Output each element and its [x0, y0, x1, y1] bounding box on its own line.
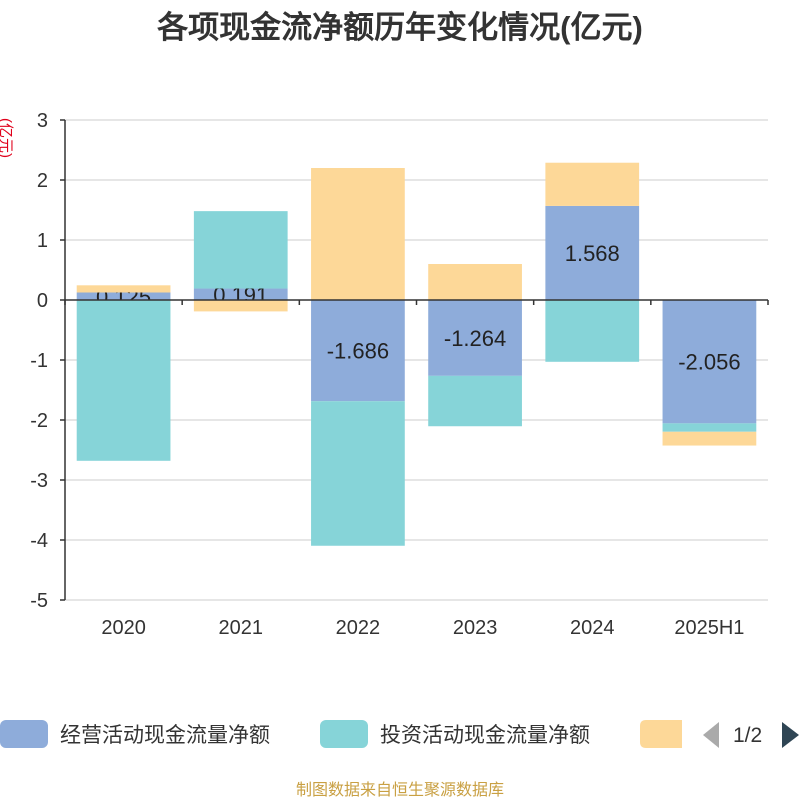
bar-series-1-2020: [76, 292, 171, 300]
bar-series-2-2025H1: [662, 423, 757, 432]
source-footer: 制图数据来自恒生聚源数据库: [296, 781, 504, 799]
y-tick-label: -1: [30, 350, 48, 372]
y-tick-label: 2: [37, 170, 48, 192]
data-label-2025H1: -2.056: [678, 350, 740, 375]
x-tick-label: 2020: [101, 617, 146, 639]
chart-title: 各项现金流净额历年变化情况(亿元): [156, 10, 643, 45]
y-tick-label: -5: [30, 590, 48, 612]
axes: 3 2 1 0 -1 -2 -3 -4 -5 2020 2021 2022 2023 2024 2025H1: [30, 110, 769, 639]
y-tick-label: -2: [30, 410, 48, 432]
bar-series-1-2024: [545, 205, 640, 300]
legend-swatch: [320, 720, 368, 748]
data-label-2024: 1.568: [565, 241, 620, 266]
x-tick-label: 2023: [453, 617, 498, 639]
triangle-left-icon[interactable]: [703, 722, 719, 748]
bar-series-2-2022: [311, 401, 405, 546]
y-tick-label: 1: [37, 230, 48, 252]
legend-label: 经营活动现金流量净额: [60, 724, 270, 747]
bar-series-1-2023: [428, 300, 522, 376]
x-tick-label: 2025H1: [674, 617, 744, 639]
y-axis-title: (亿元): [0, 118, 14, 158]
x-tick-label: 2021: [219, 617, 264, 639]
legend-item-series-3[interactable]: [640, 720, 682, 748]
y-tick-label: 3: [37, 110, 48, 132]
bar-series-2-2024: [545, 300, 640, 362]
y-tick-label: -3: [30, 470, 48, 492]
bar-series-3-2025H1: [662, 431, 757, 446]
bar-series-3-2023: [428, 264, 522, 300]
bar-series-1-2022: [311, 300, 405, 402]
legend-label: 投资活动现金流量净额: [380, 724, 590, 747]
bar-series-1-2025H1: [662, 300, 757, 424]
y-tick-label: 0: [37, 290, 48, 312]
triangle-right-icon[interactable]: [782, 722, 799, 748]
legend: 经营活动现金流量净额 投资活动现金流量净额 1/2: [0, 720, 799, 748]
legend-swatch: [640, 720, 682, 748]
x-tick-label: 2022: [336, 617, 381, 639]
bar-series-3-2020: [76, 285, 171, 293]
data-label-2023: -1.264: [444, 326, 506, 351]
legend-swatch: [0, 720, 48, 748]
bar-series-2-2020: [76, 300, 171, 461]
legend-item-investing-cash-flow[interactable]: 投资活动现金流量净额: [320, 720, 590, 748]
y-tick-label: -4: [30, 530, 48, 552]
legend-page-indicator: 1/2: [733, 724, 762, 747]
bar-series-3-2021: [193, 300, 288, 312]
bar-series-2-2023: [428, 375, 522, 427]
bar-series-3-2024: [545, 162, 640, 206]
bar-series-2-2021: [193, 211, 288, 289]
x-tick-label: 2024: [570, 617, 615, 639]
bar-series-3-2022: [311, 168, 405, 300]
bar-series-1-2021: [193, 288, 288, 300]
data-label-2022: -1.686: [327, 339, 389, 364]
legend-item-operating-cash-flow[interactable]: 经营活动现金流量净额: [0, 720, 270, 748]
